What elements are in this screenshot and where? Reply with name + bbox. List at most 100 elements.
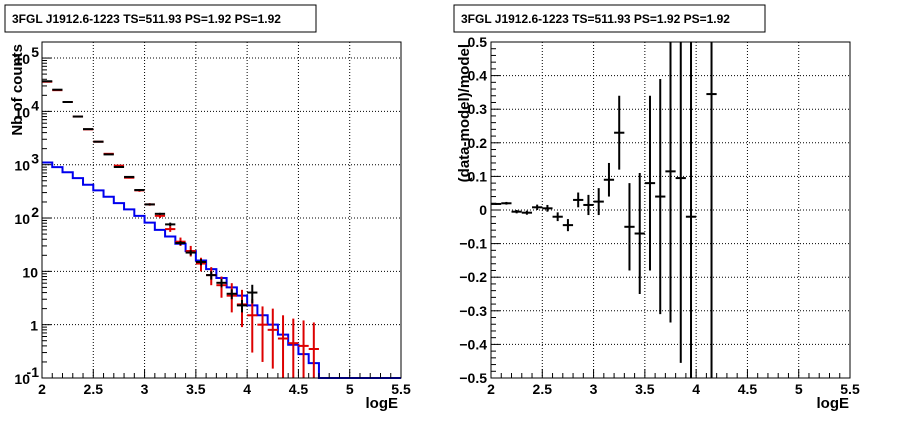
data-point [124, 175, 135, 178]
y-tick-label: 10 [14, 104, 30, 120]
y-tick-label: 0.4 [468, 68, 488, 84]
counts-title-box: 3FGL J1912.6-1223 TS=511.93 PS=1.92 PS=1… [4, 4, 317, 33]
data-point [675, 42, 686, 363]
y-tick-label: 10 [22, 264, 38, 280]
x-tick-label: 3 [141, 381, 149, 397]
residual-panel: 2 2.5 3 3.5 4 4.5 5 5.5 −0.5 −0.4 −0.3 −0.2 −0.1 0 0.… [453, 4, 860, 412]
x-tick-label: 3 [590, 381, 598, 397]
x-tick-label: 5.5 [840, 381, 860, 397]
y-tick-label: 10 [14, 211, 30, 227]
x-tick-label: 4.5 [289, 381, 309, 397]
y-tick-label: −0.4 [459, 336, 487, 352]
residual-y-ticks: −0.5 −0.4 −0.3 −0.2 −0.1 0 0.1 0.2 0.3 0.4 0.5 [459, 34, 500, 386]
counts-x-ticks: 2 2.5 3 3.5 4 4.5 5 5.5 [38, 369, 411, 397]
model-histogram-line [42, 161, 401, 379]
data-point [103, 153, 114, 156]
model-point [277, 315, 289, 378]
residual-y-label: (data-model)/model [456, 44, 473, 182]
data-point [501, 201, 512, 205]
data-point [236, 300, 248, 313]
data-point [154, 212, 166, 215]
x-tick-label: 3.5 [186, 381, 206, 397]
counts-marks [42, 80, 401, 379]
data-point [165, 222, 176, 227]
model-point [288, 318, 299, 378]
data-point [614, 95, 625, 170]
x-tick-label: 5 [346, 381, 354, 397]
data-point [144, 203, 155, 206]
residual-x-label: logE [817, 395, 850, 412]
data-point [634, 173, 645, 294]
data-point [624, 183, 635, 271]
residual-x-ticks: 2 2.5 3 3.5 4 4.5 5 5.5 [487, 369, 860, 397]
data-point [511, 210, 522, 214]
data-point [665, 42, 676, 323]
y-tick-label: −0.2 [459, 269, 487, 285]
y-tick-exponent: 2 [31, 204, 39, 220]
y-tick-exponent: -1 [27, 364, 40, 380]
x-tick-label: 3.5 [635, 381, 655, 397]
x-tick-label: 5.5 [391, 381, 411, 397]
model-point [298, 320, 309, 378]
y-tick-exponent: 5 [31, 44, 39, 60]
data-point [583, 194, 594, 216]
residual-grid [491, 42, 850, 378]
data-point [216, 278, 227, 288]
y-tick-label: 1 [30, 318, 38, 334]
data-point [521, 210, 533, 215]
x-tick-label: 2 [38, 381, 46, 397]
y-tick-label: −0.1 [459, 236, 487, 252]
model-point [308, 322, 319, 378]
data-point [562, 219, 574, 232]
data-point [542, 204, 553, 212]
x-tick-label: 4 [243, 381, 251, 397]
data-point [134, 189, 145, 192]
data-point [491, 202, 502, 205]
counts-title: 3FGL J1912.6-1223 TS=511.93 PS=1.92 PS=1… [12, 12, 281, 26]
y-tick-label: 0.2 [468, 135, 488, 151]
x-tick-label: 2.5 [533, 381, 553, 397]
y-tick-label: 0 [479, 202, 487, 218]
data-point [552, 212, 563, 222]
data-point [573, 192, 584, 208]
counts-grid [42, 42, 401, 378]
x-tick-label: 4.5 [738, 381, 758, 397]
data-point [593, 188, 604, 216]
model-point [267, 308, 278, 369]
y-tick-label: 10 [14, 51, 30, 67]
model-point [247, 299, 258, 353]
data-point [603, 162, 615, 197]
data-point [247, 284, 258, 304]
x-tick-label: 2.5 [84, 381, 104, 397]
data-point [226, 289, 237, 300]
x-tick-label: 4 [692, 381, 700, 397]
counts-y-label: Nb of counts [9, 44, 26, 136]
model-point [257, 306, 268, 362]
data-point [532, 204, 543, 210]
data-point [644, 95, 656, 271]
data-point [113, 166, 125, 169]
y-tick-label: 0.5 [468, 34, 488, 50]
data-point [195, 259, 207, 266]
y-tick-label: 0.3 [468, 101, 488, 117]
data-point [655, 78, 666, 315]
y-tick-label: −0.3 [459, 303, 487, 319]
y-tick-label: −0.5 [459, 370, 487, 386]
data-point [175, 241, 186, 246]
data-point [185, 250, 196, 256]
model-point [165, 226, 176, 232]
y-tick-label: 0.1 [468, 168, 488, 184]
x-tick-label: 2 [487, 381, 495, 397]
residual-marks [491, 42, 717, 378]
y-tick-label: 10 [14, 158, 30, 174]
data-point [685, 42, 697, 378]
data-point [206, 271, 217, 280]
counts-x-label: logE [366, 395, 399, 412]
data-point [706, 42, 717, 378]
y-tick-exponent: 3 [31, 151, 39, 167]
x-tick-label: 5 [795, 381, 803, 397]
residual-title-box: 3FGL J1912.6-1223 TS=511.93 PS=1.92 PS=1… [453, 4, 766, 33]
